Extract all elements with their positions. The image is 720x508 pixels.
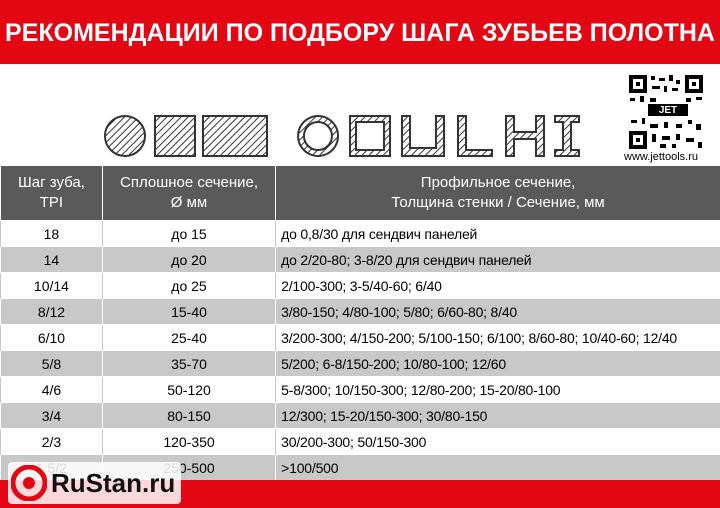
column-header: Сплошное сечение, Ø мм [101, 166, 276, 221]
table-row: 3/4 80-150 12/300; 15-20/150-300; 30/80-15… [0, 402, 720, 429]
table-cell: 15-40 [101, 298, 276, 325]
table-cell: >100/500 [275, 454, 720, 480]
table-cell: 3/4 [0, 402, 103, 429]
title: РЕКОМЕНДАЦИИ ПО ПОДБОРУ ШАГА ЗУБЬЕВ ПОЛО… [0, 0, 720, 64]
table-cell: 50-120 [101, 376, 276, 403]
watermark-logo [11, 465, 47, 501]
table-cell: 5/200; 6-8/150-200; 10/80-100; 12/60 [275, 350, 720, 377]
column-header: Шаг зуба, TPI [0, 166, 103, 221]
header-row: Шаг зуба, TPI Сплошное сечение, Ø мм Профи… [0, 166, 720, 221]
qr-code: JET [628, 74, 704, 150]
watermark: RuStan.ru [8, 462, 182, 504]
column-header: Профильное сечение, Толщина стенки / Сеч… [275, 166, 720, 221]
table-cell: до 2/20-80; 3-8/20 для сендвич панелей [275, 246, 720, 273]
table-row: 4/6 50-120 5-8/300; 10/150-300; 12/80-200;… [0, 376, 720, 403]
url: www.jettools.ru [624, 151, 698, 163]
table-cell: 5-8/300; 10/150-300; 12/80-200; 15-20/80… [275, 376, 720, 403]
table-cell: 10/14 [0, 272, 103, 299]
table-cell: 4/6 [0, 376, 103, 403]
table-cell: 18 [0, 220, 103, 247]
table-cell: 30/200-300; 50/150-300 [275, 428, 720, 455]
table-row: 14 до 20 до 2/20-80; 3-8/20 для сендвич па… [0, 246, 720, 273]
table-row: 10/14 до 25 2/100-300; 3-5/40-60; 6/40 [0, 272, 720, 299]
table-row: 2/3 120-350 30/200-300; 50/150-300 [0, 428, 720, 455]
table-cell: 25-40 [101, 324, 276, 351]
table-cell: 12/300; 15-20/150-300; 30/80-150 [275, 402, 720, 429]
table-cell: до 15 [101, 220, 276, 247]
watermark-text: RuStan.ru [51, 467, 176, 498]
section-icons: JET [104, 74, 704, 157]
table-cell: 6/10 [0, 324, 103, 351]
table-cell: до 20 [101, 246, 276, 273]
table-cell: 8/12 [0, 298, 103, 325]
table-cell: 3/80-150; 4/80-100; 5/80; 6/60-80; 8/40 [275, 298, 720, 325]
table-cell: 120-350 [101, 428, 276, 455]
table-cell: до 0,8/30 для сендвич панелей [275, 220, 720, 247]
table-cell: 5/8 [0, 350, 103, 377]
table-cell: 14 [0, 246, 103, 273]
table-row: 5/8 35-70 5/200; 6-8/150-200; 10/80-100; 1… [0, 350, 720, 377]
table-cell: 35-70 [101, 350, 276, 377]
table-body: 18 до 15 до 0,8/30 для сендвич панелей 14 до… [0, 220, 720, 480]
table-cell: 80-150 [101, 402, 276, 429]
table-row: 6/10 25-40 3/200-300; 4/150-200; 5/100-150… [0, 324, 720, 351]
table-cell: до 25 [101, 272, 276, 299]
qr-label: JET [659, 105, 677, 116]
table-cell: 2/3 [0, 428, 103, 455]
table-row: 18 до 15 до 0,8/30 для сендвич панелей [0, 220, 720, 247]
table-cell: 2/100-300; 3-5/40-60; 6/40 [275, 272, 720, 299]
table-cell: 3/200-300; 4/150-200; 5/100-150; 6/100; … [275, 324, 720, 351]
tpi-table: Шаг зуба, TPI Сплошное сечение, Ø мм Профи… [0, 166, 720, 480]
table-row: 8/12 15-40 3/80-150; 4/80-100; 5/80; 6/60-… [0, 298, 720, 325]
